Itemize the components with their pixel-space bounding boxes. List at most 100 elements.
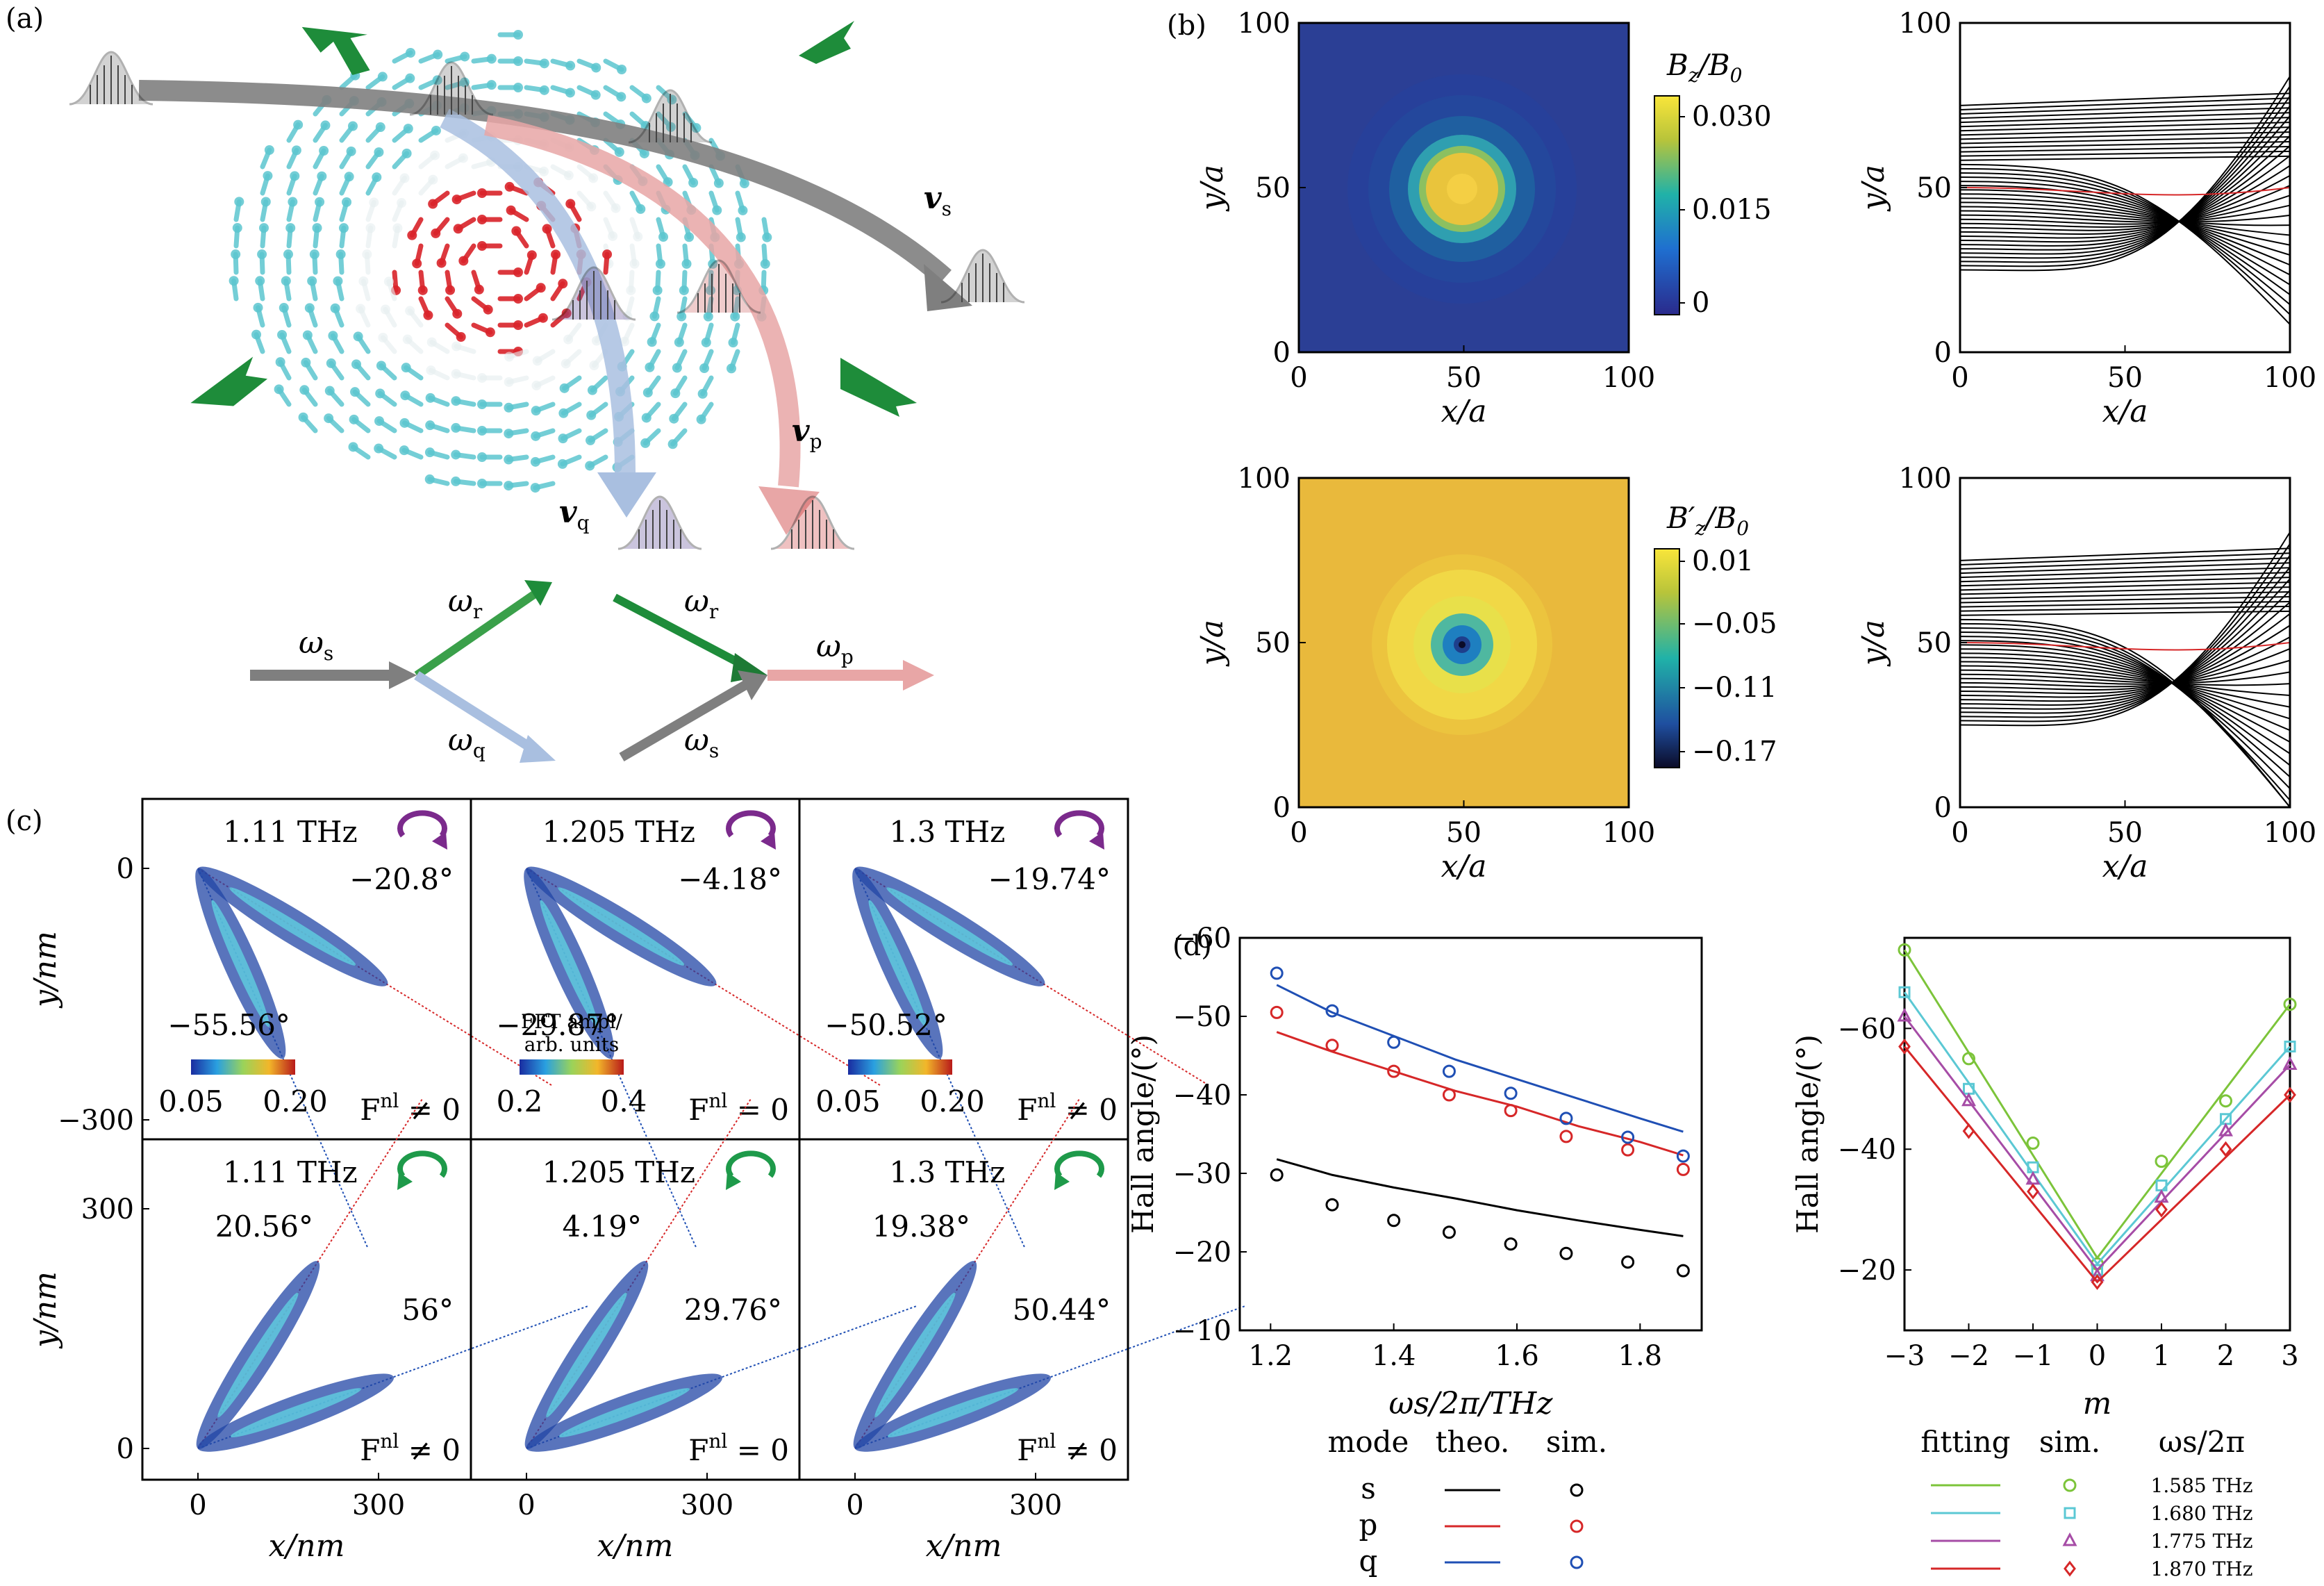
field-arrow-head [760,258,770,269]
field-arrow-head [436,258,447,268]
subpanel-frequency: 1.11 THz [223,815,358,849]
panel-label-b: (b) [1167,10,1206,42]
marker-circle [1270,1168,1284,1182]
field-arrow-head [477,426,487,436]
x-axis-label: x/a [2102,849,2148,884]
marker-circle [1962,1052,1975,1066]
y-axis-label: y/a [1195,165,1230,212]
marker-circle [1559,1112,1573,1125]
ray [1959,145,2291,153]
beam-core [874,1292,956,1418]
ray [1959,76,2291,272]
marker-circle [1676,1264,1690,1278]
colorbar-title: FFT ampl/ [521,1010,623,1033]
field-arrow-head [229,276,239,286]
field-arrow-head [309,249,319,260]
field-arrow-head [699,363,710,374]
field-arrow-head [326,358,336,368]
svg-text:0.015: 0.015 [1692,194,1772,226]
field-arrow-head [335,249,346,260]
ray [1959,126,2291,136]
y-tick-label: 0 [1934,792,1952,824]
ray [1959,567,2291,579]
ray-plot-bottom [1959,531,2291,808]
field-arrow-head [350,387,360,397]
trajectory-q-head [597,472,656,518]
hall-angle-label: 29.76° [684,1293,782,1327]
label-vp: vp [792,413,822,453]
marker-circle [1676,1149,1690,1163]
ray [1959,172,2291,306]
chirality-arrowhead [726,1172,741,1190]
field-arrow-head [667,94,677,105]
map-bz-prime [1297,477,1630,809]
marker-diamond [1962,1123,1975,1139]
ray [1959,596,2291,604]
y-axis-label: y/nm [28,931,63,1009]
field-arrow-head [738,205,748,215]
field-arrow-head [477,188,487,198]
direction-line [854,868,1027,1250]
y-tick-label: −300 [58,1105,134,1137]
ray [1959,601,2291,702]
legend-header: sim. [1546,1425,1607,1459]
ray [1959,185,2291,228]
field-arrow-head [531,380,542,390]
field-arrow-head [513,267,523,277]
field-arrow-head [451,396,461,406]
marker-circle [1325,1004,1339,1018]
marker-diamond [1898,1039,1911,1055]
field-arrow-head [736,232,746,242]
field-arrow-head [412,258,422,269]
panel-b-axes: 0 50 100 0 50 100 x/a y/a 0 50 100 0 50 100 x/a y/a 0 50 1… [1195,8,2316,884]
field-arrow-head [585,461,595,471]
field-arrow-head [477,399,487,409]
field-arrow-head [274,384,284,395]
panel-label-d: (d) [1172,930,1212,962]
field-arrow-head [677,311,687,322]
field-arrow-head [426,365,436,376]
field-arrow-head [315,197,325,207]
y-tick-label: −60 [1838,1013,1896,1045]
ray [1959,625,2291,695]
marker-circle [2283,998,2297,1011]
marker-circle [1570,1519,1584,1533]
field-arrow-head [703,311,713,322]
ray [1959,656,2291,720]
hall-angle-label: −20.8° [349,862,454,896]
beam-core [887,1388,1018,1437]
ray [1959,591,2291,600]
field-arrow-head [477,479,487,488]
field-arrow-head [234,197,244,207]
field-arrow-head [640,438,651,448]
marker-circle [1270,1005,1284,1019]
ray [1959,204,2291,223]
field-arrow-head [349,414,359,424]
field-arrow-head [642,388,653,398]
ray [1959,85,2291,267]
chirality-icon [1054,810,1104,838]
field-arrow-head [317,171,327,181]
field-arrow-head [504,352,515,362]
marker-square [1898,986,1911,998]
field-arrow-head [275,357,285,367]
field-arrow-head [539,166,549,176]
x-tick-label: 100 [1602,362,1655,394]
frequency-mixing-diagram: ωs ωr ωq ωr ωs ωp [250,580,934,763]
x-tick-label: 0 [517,1489,535,1521]
colorbar-bz-prime: B′z/B0 0.01 −0.05 −0.11 −0.17 [1654,501,1777,768]
ray [1959,622,2291,808]
field-arrow-head [426,337,437,347]
field-arrow-head [425,393,435,403]
field-arrow-head [328,331,338,341]
theory-line-q [1276,984,1684,1133]
svg-text:0.030: 0.030 [1692,101,1772,133]
ray [1959,557,2291,570]
ray [1959,163,2291,325]
field-arrow-head [622,311,633,322]
field-arrow-head [588,173,599,183]
beam-core [211,900,269,1027]
legend-header: ωs/2π [2159,1425,2245,1459]
field-arrow-head [451,449,461,460]
ray [1959,562,2291,575]
